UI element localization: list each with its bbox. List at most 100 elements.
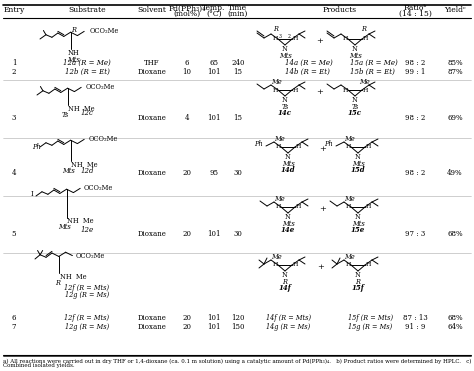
- Text: 14e: 14e: [281, 226, 295, 234]
- Text: +: +: [319, 145, 327, 153]
- Text: 14d: 14d: [281, 166, 295, 174]
- Text: 99 : 1: 99 : 1: [405, 68, 425, 76]
- Text: 240: 240: [231, 59, 245, 67]
- Text: H: H: [365, 263, 371, 267]
- Text: 12b (R = Et): 12b (R = Et): [64, 68, 109, 76]
- Text: 14f (R = Mts): 14f (R = Mts): [266, 314, 311, 322]
- Text: H: H: [342, 36, 348, 42]
- Text: Ratioᵇ: Ratioᵇ: [403, 4, 427, 13]
- Text: NH  Me: NH Me: [68, 105, 95, 113]
- Text: Time: Time: [228, 4, 247, 13]
- Text: Mts: Mts: [279, 52, 292, 60]
- Text: 30: 30: [234, 169, 242, 177]
- Text: 15: 15: [234, 68, 243, 76]
- Text: 2: 2: [12, 68, 16, 76]
- Text: Me: Me: [344, 253, 354, 261]
- Text: Entry: Entry: [3, 7, 25, 14]
- Text: 20: 20: [182, 169, 191, 177]
- Text: Dioxane: Dioxane: [137, 68, 166, 76]
- Text: 15f: 15f: [352, 284, 365, 292]
- Text: H: H: [365, 144, 371, 150]
- Text: OCO₂Me: OCO₂Me: [85, 83, 115, 91]
- Text: 15d: 15d: [351, 166, 365, 174]
- Text: Pd(PPh₃)₄: Pd(PPh₃)₄: [168, 4, 206, 13]
- Text: 12g (R = Ms): 12g (R = Ms): [65, 323, 109, 331]
- Text: 30: 30: [234, 230, 242, 238]
- Text: Yieldᶜ: Yieldᶜ: [444, 7, 466, 14]
- Text: Mts: Mts: [62, 167, 74, 175]
- Text: Me: Me: [273, 135, 284, 143]
- Text: N: N: [282, 45, 288, 53]
- Text: Ts: Ts: [282, 103, 289, 111]
- Text: +: +: [317, 37, 323, 45]
- Text: 68%: 68%: [447, 314, 463, 322]
- Text: H: H: [275, 144, 281, 150]
- Text: OCO₂Me: OCO₂Me: [76, 252, 105, 260]
- Text: Mts: Mts: [352, 220, 365, 228]
- Text: N: N: [352, 96, 358, 104]
- Text: R: R: [356, 278, 361, 286]
- Text: Combined isolated yields.: Combined isolated yields.: [3, 364, 74, 368]
- Text: R: R: [362, 25, 366, 33]
- Text: H: H: [292, 263, 298, 267]
- Text: Ph: Ph: [324, 140, 332, 148]
- Text: Mts: Mts: [282, 220, 294, 228]
- Text: Solvent: Solvent: [137, 7, 166, 14]
- Text: 3: 3: [12, 114, 16, 122]
- Text: 15g (R = Ms): 15g (R = Ms): [348, 323, 392, 331]
- Text: Me: Me: [359, 78, 369, 86]
- Text: 12f (R = Mts): 12f (R = Mts): [64, 314, 109, 322]
- Text: 64%: 64%: [447, 323, 463, 331]
- Text: (°C): (°C): [206, 10, 222, 17]
- Text: H: H: [292, 36, 298, 42]
- Text: 12f (R = Mts): 12f (R = Mts): [64, 284, 109, 292]
- Text: Ph: Ph: [32, 143, 41, 151]
- Text: 101: 101: [207, 114, 221, 122]
- Text: N: N: [282, 96, 288, 104]
- Text: +: +: [319, 205, 327, 213]
- Text: 91 : 9: 91 : 9: [405, 323, 425, 331]
- Text: H: H: [272, 88, 278, 92]
- Text: 14c: 14c: [278, 109, 292, 117]
- Text: H: H: [292, 88, 298, 92]
- Text: N: N: [355, 213, 361, 221]
- Text: Me: Me: [271, 253, 281, 261]
- Text: 101: 101: [207, 314, 221, 322]
- Text: +: +: [318, 263, 324, 271]
- Text: (14 : 15): (14 : 15): [399, 10, 431, 17]
- Text: 101: 101: [207, 230, 221, 238]
- Text: Me: Me: [271, 78, 281, 86]
- Text: N: N: [285, 153, 291, 161]
- Text: Ts: Ts: [351, 103, 359, 111]
- Text: 20: 20: [182, 323, 191, 331]
- Text: 101: 101: [207, 68, 221, 76]
- Text: N: N: [282, 271, 288, 279]
- Text: R: R: [273, 25, 279, 33]
- Text: NH  Me: NH Me: [67, 217, 94, 225]
- Text: Me: Me: [273, 195, 284, 203]
- Text: 6: 6: [185, 59, 189, 67]
- Text: N: N: [352, 45, 358, 53]
- Text: Products: Products: [323, 7, 357, 14]
- Text: 10: 10: [182, 68, 191, 76]
- Text: 14g (R = Ms): 14g (R = Ms): [266, 323, 310, 331]
- Text: H: H: [295, 144, 301, 150]
- Text: Dioxane: Dioxane: [137, 323, 166, 331]
- Text: 6: 6: [12, 314, 16, 322]
- Text: 69%: 69%: [447, 114, 463, 122]
- Text: Temp.: Temp.: [202, 4, 226, 13]
- Text: NH  Me: NH Me: [72, 161, 98, 169]
- Text: 12c: 12c: [81, 109, 93, 117]
- Text: OCO₂Me: OCO₂Me: [83, 184, 113, 192]
- Text: 65: 65: [210, 59, 219, 67]
- Text: Dioxane: Dioxane: [137, 169, 166, 177]
- Text: NH: NH: [68, 49, 79, 57]
- Text: N: N: [355, 153, 361, 161]
- Text: H: H: [365, 204, 371, 210]
- Text: 98 : 2: 98 : 2: [405, 59, 425, 67]
- Text: H: H: [342, 88, 348, 92]
- Text: 98 : 2: 98 : 2: [405, 169, 425, 177]
- Text: 12g (R = Ms): 12g (R = Ms): [65, 291, 109, 299]
- Text: (mol%): (mol%): [173, 10, 201, 17]
- Text: 15a (R = Me): 15a (R = Me): [350, 59, 398, 67]
